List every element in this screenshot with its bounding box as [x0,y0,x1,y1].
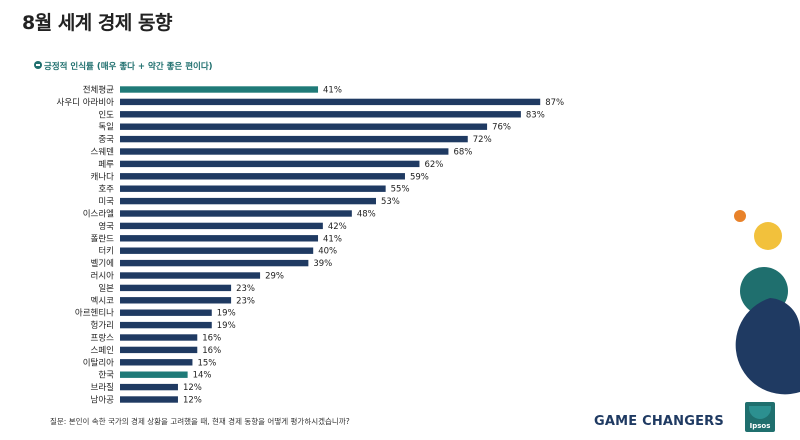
bar [120,321,212,329]
category-label: 페루 [98,159,114,170]
bar [120,98,541,106]
bar [120,383,178,391]
value-label: 14% [193,371,212,381]
bar [120,197,376,205]
bar [120,297,232,304]
value-label: 83% [526,110,545,120]
bar [120,222,323,230]
value-label: 68% [453,148,472,158]
category-label: 남아공 [91,395,115,406]
bar [120,111,521,118]
value-label: 42% [328,222,347,232]
value-label: 12% [183,396,202,406]
category-label: 호주 [98,185,114,195]
bar [120,160,420,168]
value-label: 87% [545,98,564,108]
category-label: 독일 [98,123,114,133]
bar [120,210,352,217]
category-label: 폴란드 [91,233,115,244]
value-label: 55% [391,185,410,195]
category-label: 사우디 아라비아 [57,97,115,108]
category-label: 터키 [98,247,114,257]
bar [120,247,314,254]
bar [120,309,212,316]
bar [120,148,449,155]
value-label: 40% [318,247,337,257]
ipsos-logo: Ipsos [745,402,775,432]
category-label: 영국 [98,221,114,232]
category-label: 프랑스 [91,333,115,344]
category-label: 한국 [98,371,114,381]
value-label: 16% [202,346,221,356]
value-label: 41% [323,234,342,244]
value-label: 48% [357,210,376,220]
category-label: 인도 [98,109,114,120]
ipsos-logo-text: Ipsos [749,422,771,430]
category-label: 일본 [98,284,114,294]
value-label: 19% [217,309,236,319]
value-label: 53% [381,197,400,207]
value-label: 19% [217,321,236,331]
value-label: 12% [183,383,202,393]
bar [120,359,193,366]
category-label: 스웨덴 [91,147,115,158]
value-label: 72% [473,135,492,145]
value-label: 29% [265,272,284,282]
brand-tagline: GAME CHANGERS [594,414,724,429]
value-label: 16% [202,334,221,344]
bar [120,86,319,93]
value-label: 23% [236,296,255,306]
category-label: 이탈리아 [83,357,114,368]
category-label: 헝가리 [91,321,114,331]
category-label: 아르헨티나 [75,308,114,319]
bar [120,259,309,267]
bar [120,185,386,192]
bar [120,284,232,292]
bar [120,135,468,143]
page-title: 8월 세계 경제 동향 [22,12,172,34]
value-label: 41% [323,86,342,96]
bar [120,272,261,279]
subtitle-arrow-icon [34,61,42,69]
category-label: 중국 [98,135,114,145]
bar [120,123,488,130]
category-label: 러시아 [91,271,115,282]
category-label: 이스라엘 [83,209,114,220]
category-label: 벨기에 [91,258,114,269]
category-label: 전체평균 [83,85,114,96]
category-label: 스페인 [91,345,114,356]
chart-subtitle: 긍정적 인식률 (매우 좋다 + 약간 좋은 편이다) [44,62,213,72]
value-label: 76% [492,123,511,133]
value-label: 23% [236,284,255,294]
survey-question-note: 질문: 본인이 속한 국가의 경제 상황을 고려했을 때, 현재 경제 동향을 … [50,417,350,426]
bar [120,235,319,242]
bar [120,334,198,341]
value-label: 15% [197,358,216,368]
bar [120,173,405,180]
category-label: 브라질 [91,382,114,393]
category-label: 멕시코 [91,295,115,306]
bar [120,396,178,403]
value-label: 39% [313,259,332,269]
bar [120,346,198,354]
category-label: 미국 [98,197,114,207]
value-label: 62% [424,160,443,170]
bar [120,371,188,378]
category-label: 캐나다 [91,172,115,182]
value-label: 59% [410,172,429,182]
